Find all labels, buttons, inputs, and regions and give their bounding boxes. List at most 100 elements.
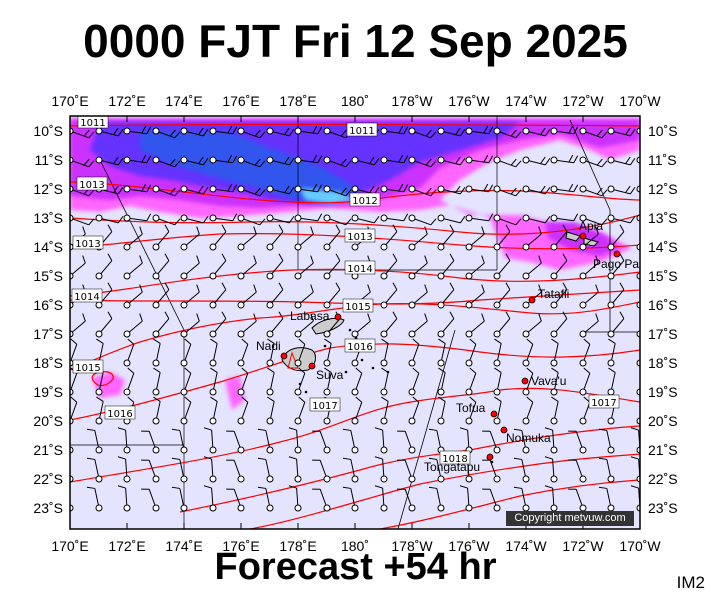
wind-barb [465,396,477,425]
wind-barb [397,430,416,454]
wind-barb [380,311,398,338]
lon-label-top: 174˚W [505,93,547,109]
wind-barb [294,255,314,280]
place-marker: Tongatapu [424,453,494,474]
wind-barb [550,367,559,396]
wind-barb [257,486,274,512]
isobar-labels: 1011 1011 1012 1013 1013 1013 1014 1014 1015 1015… [71,116,620,465]
islet [348,328,352,332]
lon-label-bottom: 172˚E [108,538,145,554]
wind-barb [95,156,124,166]
wind-barb [294,367,306,396]
wind-barb [123,313,143,338]
wind-barb [123,183,152,193]
wind-barb [493,127,522,139]
wind-barb [323,127,352,139]
wind-barb [522,226,542,251]
lon-label-bottom: 176˚W [448,538,490,554]
wind-barb [465,284,485,309]
wind-barb [288,456,302,483]
wind-barb [294,284,314,309]
isobar-value: 1015 [75,363,100,374]
wind-barb [397,459,416,483]
wind-barb [550,396,559,425]
wind-barb [294,213,323,222]
wind-barb [323,185,352,197]
wind-barb [579,338,591,367]
lon-label-top: 176˚E [222,93,259,109]
wind-barb [266,311,284,338]
wind-barb [203,485,217,512]
wind-barb [95,127,124,137]
place-name: Suva [316,368,344,382]
isobar-value: 1013 [75,239,100,250]
wind-barb [513,428,530,454]
lat-label-right: 13˚S [648,210,678,226]
place-marker: Apia [579,219,603,240]
wind-barb [550,282,568,309]
lon-label-top: 178˚E [279,93,316,109]
wind-barb [180,127,209,137]
wind-barb [428,486,445,512]
wind-barb [351,214,380,224]
wind-barb [408,185,437,197]
place-marker: Vava'u [521,374,566,388]
wind-barb [437,156,466,166]
place-marker: Suva [308,362,344,382]
wind-barb [226,430,245,454]
city-dot [490,410,498,418]
isobar-value: 1015 [345,302,370,313]
wind-barb [408,338,420,367]
isobar-label: 1017 [588,394,620,409]
wind-barbs [70,125,640,512]
lat-label-right: 18˚S [648,355,678,371]
wind-barb [579,284,599,309]
wind-barb [408,156,437,168]
copyright-badge[interactable]: Copyright metvuw.com [506,511,634,526]
wind-barb [237,226,257,251]
isobar-label: 1015 [72,359,104,374]
wind-barb [493,224,511,251]
isobar-label: 1013 [76,176,108,191]
isobar [91,371,114,387]
wind-barb [607,253,625,280]
wind-barb [237,313,257,338]
wind-barb [180,156,209,166]
wind-barb [226,488,245,512]
wind-barb [323,214,352,226]
lat-label-left: 15˚S [33,268,63,284]
wind-barb [607,185,636,195]
wind-barb [266,214,295,224]
wind-barb [237,185,266,197]
wind-barb [312,430,331,454]
wind-barb [203,427,217,454]
islet [304,390,308,394]
wind-barb [550,154,579,164]
isobar-value: 1014 [74,292,99,303]
lat-label-right: 17˚S [648,326,678,342]
lon-label-top: 170˚E [51,93,88,109]
city-dot [280,352,288,360]
wind-barb [266,156,295,166]
wind-barb [95,282,113,309]
wind-barb [579,156,608,168]
wind-barb [579,313,599,338]
wind-barb [579,226,599,251]
isobar-label: 1013 [344,228,376,243]
isobar [70,214,640,235]
wind-barb [408,255,428,280]
lon-label-bottom: 170˚W [619,538,661,554]
isobar-value: 1016 [347,342,372,353]
viti-levu-island [281,347,316,372]
mountain-symbol [287,351,299,369]
wind-barb [209,253,227,280]
wind-barb [95,311,113,338]
wind-barb [294,396,306,425]
wind-barb [171,486,188,512]
lat-label-right: 22˚S [648,471,678,487]
isobar-value: 1012 [352,196,377,207]
wind-barb [123,284,143,309]
lon-label-top: 170˚W [619,93,661,109]
wind-barb [95,253,113,280]
wind-barb [95,214,124,224]
